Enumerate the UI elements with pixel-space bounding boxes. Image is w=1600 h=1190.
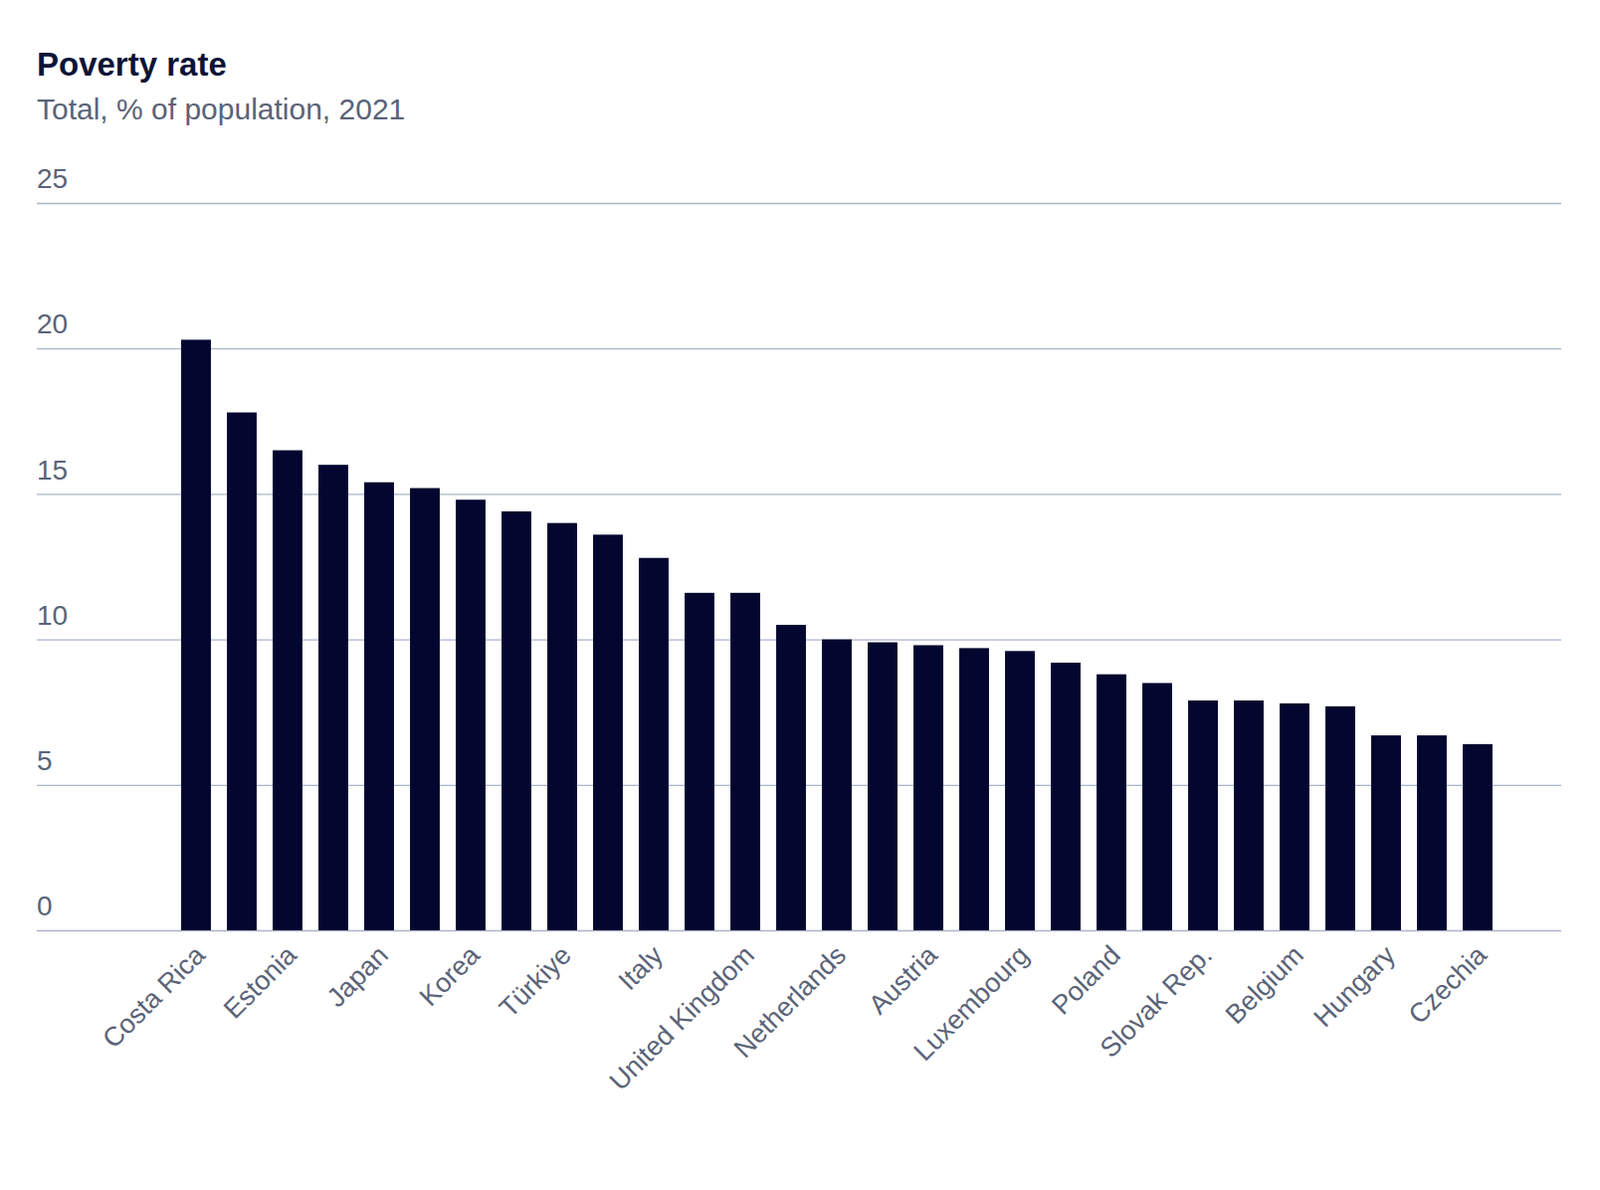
bar [913,644,944,931]
grid-line [36,493,1562,495]
x-tick-label: Italy [612,939,670,997]
y-tick: 15 [36,454,1562,495]
x-tick: Poland [1045,940,1127,1021]
bar [547,523,578,931]
bar [501,511,532,931]
x-tick: Türkiye [493,940,578,1024]
x-tick-label: Poland [1045,940,1127,1021]
bar [1188,700,1218,931]
bar [409,488,440,931]
bars [181,339,1493,931]
y-tick: 25 [36,163,1562,203]
x-tick: Japan [321,940,395,1013]
x-tick-label: Netherlands [728,940,852,1064]
x-tick: United Kingdom [603,940,761,1097]
bar [364,482,395,931]
x-axis: Costa RicaEstoniaJapanKoreaTürkiye ItalyU… [96,931,1501,1097]
bar [593,534,623,931]
y-tick-label: 20 [36,308,68,340]
x-tick: Austria [862,939,944,1020]
x-axis-line [174,930,1502,932]
bar [1050,662,1081,931]
x-tick: Netherlands [728,940,852,1064]
x-tick-label: Costa Rica [96,939,211,1054]
bar [272,450,303,931]
bar [318,464,349,931]
bar [455,499,486,931]
x-tick-label: Hungary [1308,939,1402,1033]
bar [1004,650,1035,931]
x-tick: Italy [612,939,670,997]
bar [1142,682,1173,931]
bar [1416,735,1447,931]
x-tick-label: Luxembourg [908,940,1035,1067]
bar [1462,744,1493,931]
grid-line [36,930,1562,932]
x-tick: Belgium [1219,940,1310,1030]
bar [776,624,806,931]
bar [1371,735,1401,931]
grid-line [36,202,1562,204]
x-tick: Slovak Rep. [1094,940,1218,1064]
y-tick-label: 10 [36,600,68,631]
y-tick-label: 25 [36,163,68,195]
y-tick-label: 0 [36,890,53,922]
bar [181,339,211,931]
x-tick: Luxembourg [908,940,1035,1067]
bar [1096,674,1127,931]
x-tick-label: Slovak Rep. [1094,940,1218,1064]
y-tick: 20 [36,308,1562,349]
bar [730,593,761,931]
bar [226,412,257,931]
x-tick: Estonia [217,939,304,1025]
x-tick: Czechia [1402,939,1494,1030]
chart: Poverty rate Total, % of population, 2021… [0,0,1600,1190]
y-tick-label: 15 [36,454,68,486]
x-tick-label: Austria [862,939,944,1020]
x-tick-label: Japan [321,940,395,1013]
x-tick: Costa Rica [96,939,211,1054]
bar [1233,700,1264,931]
bar [684,593,715,931]
x-tick: Hungary [1308,939,1402,1033]
bar [959,647,990,931]
y-tick-label: 5 [36,745,53,777]
bar [1279,703,1310,931]
y-axis: 0 5 10 15 20 25 [36,163,1562,931]
x-tick-label: Türkiye [493,940,578,1024]
x-tick-label: United Kingdom [603,940,761,1097]
x-tick-label: Estonia [217,939,304,1025]
bar [821,639,852,931]
x-tick-label: Korea [413,939,487,1012]
title: Poverty rate [36,45,227,83]
subtitle: Total, % of population, 2021 [36,92,405,126]
x-tick-label: Belgium [1219,940,1310,1030]
grid-line [36,348,1562,350]
x-tick-label: Czechia [1402,939,1494,1030]
bar [867,642,898,931]
x-tick: Korea [413,939,487,1012]
bar [1325,706,1356,931]
bar [638,558,669,931]
